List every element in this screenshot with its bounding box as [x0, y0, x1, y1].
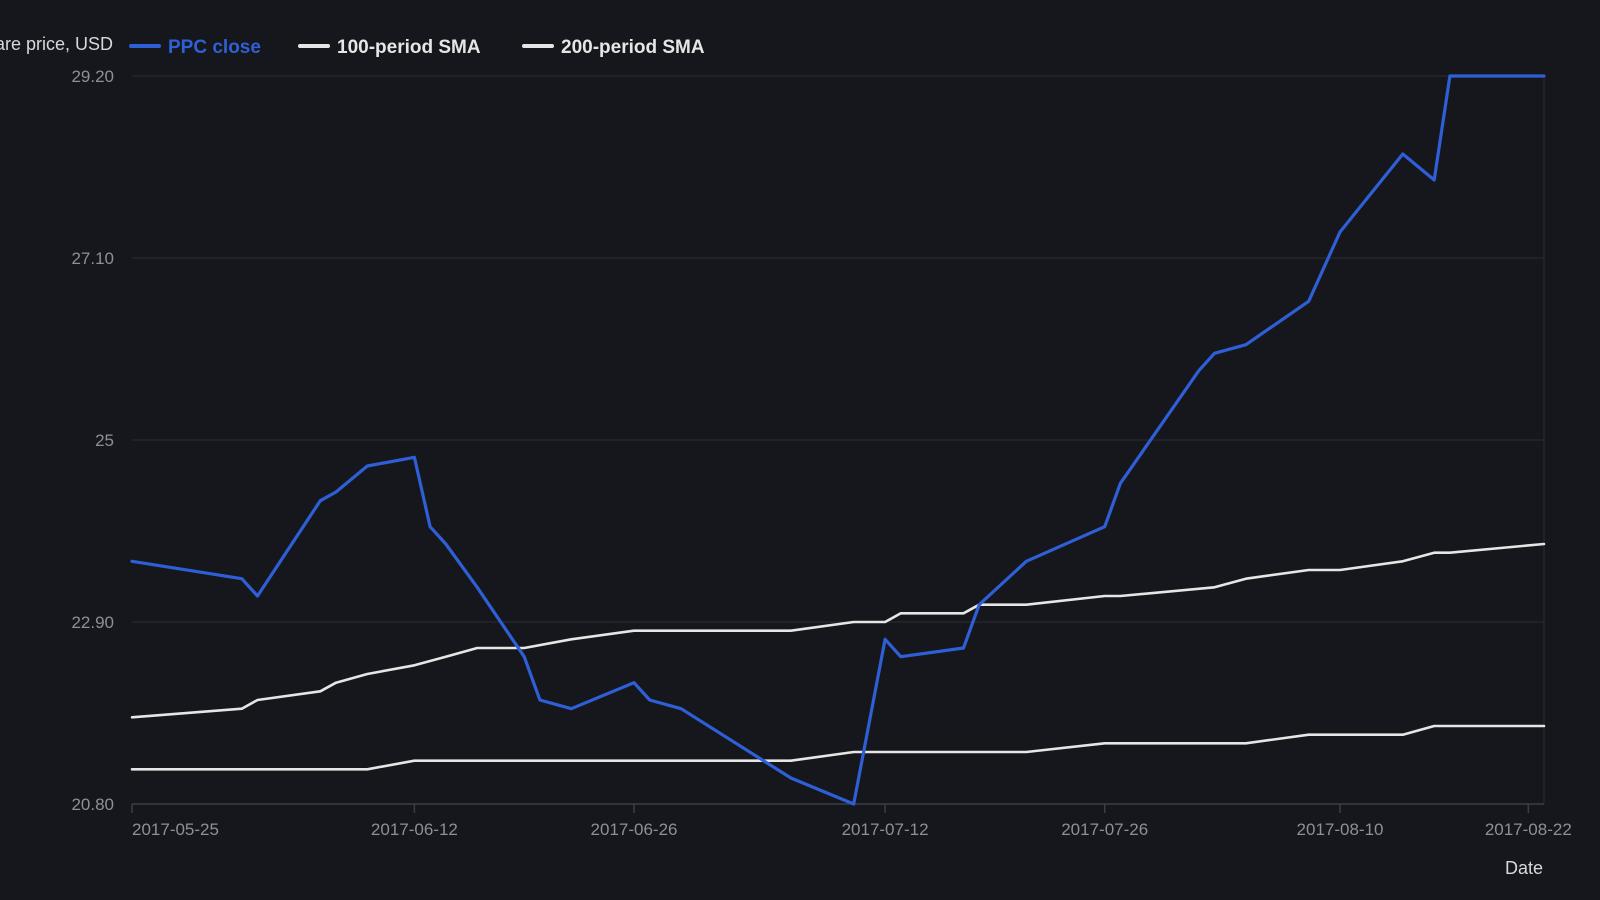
series-line-ppc-close [130, 74, 1546, 806]
series-line-200-period-sma [130, 724, 1546, 771]
x-tick-label: 2017-08-22 [1485, 820, 1572, 839]
y-tick-label: 20.80 [71, 795, 114, 814]
x-tick-label: 2017-06-26 [591, 820, 678, 839]
axes: 20.80 22.90 25 27.10 29.20 2017-05-25 2017-06-… [71, 67, 1571, 839]
x-tick-label: 2017-05-25 [132, 820, 219, 839]
y-tick-label: 22.90 [71, 613, 114, 632]
legend-label-ppc-close: PPC close [168, 37, 261, 58]
data-series [130, 74, 1546, 806]
x-tick-label: 2017-07-12 [842, 820, 929, 839]
series-line-100-period-sma [130, 542, 1546, 719]
y-tick-label: 27.10 [71, 249, 114, 268]
x-tick-label: 2017-08-10 [1297, 820, 1384, 839]
y-tick-label: 29.20 [71, 67, 114, 86]
grid-lines [132, 75, 1545, 805]
legend: PPC close 100-period SMA 200-period SMA [129, 37, 705, 58]
legend-label-200-period-sma: 200-period SMA [561, 37, 705, 58]
x-tick-label: 2017-07-26 [1061, 820, 1148, 839]
x-tick-label: 2017-06-12 [371, 820, 458, 839]
legend-label-100-period-sma: 100-period SMA [337, 37, 481, 58]
y-axis-title: Share price, USD [0, 34, 113, 54]
x-axis-title: Date [1505, 858, 1543, 878]
y-tick-label: 25 [95, 431, 114, 450]
